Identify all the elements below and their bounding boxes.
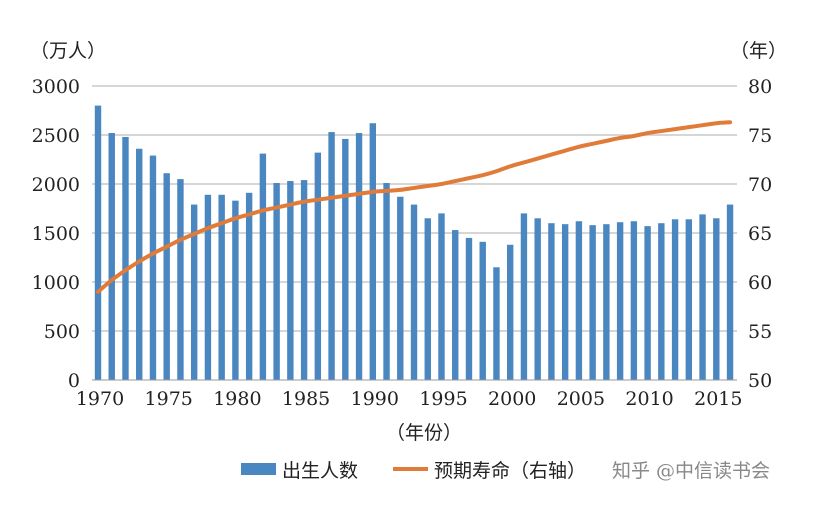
y-left-tick-label: 2000: [32, 174, 80, 196]
x-tick-label: 1980: [213, 388, 261, 410]
bar-1994: [424, 218, 431, 380]
x-tick-label: 2010: [625, 388, 673, 410]
bar-2013: [685, 219, 693, 380]
bar-1992: [397, 196, 404, 380]
bar-1995: [438, 213, 445, 380]
bar-1980: [232, 200, 239, 380]
bar-2010: [644, 226, 651, 380]
y-right-tick-label: 80: [748, 76, 772, 98]
y-left-tick-label: 2500: [32, 125, 80, 147]
bar-2011: [658, 223, 665, 380]
bar-1998: [479, 241, 486, 380]
bar-2007: [603, 224, 610, 380]
bar-2001: [520, 213, 528, 380]
x-tick-label: 2015: [694, 388, 742, 410]
x-axis-label: （年份）: [386, 422, 462, 444]
bar-1986: [314, 152, 322, 380]
bar-1991: [383, 183, 390, 380]
x-tick-label: 2000: [488, 388, 536, 410]
x-axis-ticks: 1970 1975 1980 1985 1990 1995 2000 2005 2010 2015: [76, 388, 743, 410]
bar-2008: [616, 222, 624, 380]
bar-1993: [410, 204, 418, 380]
bar-1997: [465, 237, 473, 380]
bar-2006: [589, 225, 596, 380]
bar-1970: [94, 105, 102, 380]
bar-1973: [136, 148, 143, 380]
y-right-tick-label: 75: [748, 125, 772, 147]
legend: 出生人数 预期寿命（右轴）: [241, 460, 586, 482]
x-tick-label: 1975: [145, 388, 193, 410]
bar-1999: [493, 267, 500, 380]
bar-1978: [204, 194, 212, 380]
x-tick-label: 1970: [76, 388, 124, 410]
bar-2002: [534, 218, 541, 380]
x-tick-label: 1985: [282, 388, 330, 410]
bar-2004: [561, 224, 569, 380]
legend-bar-swatch: [241, 463, 276, 475]
watermark: 知乎 @中信读书会: [612, 460, 770, 482]
bar-1996: [452, 230, 459, 380]
bar-1990: [369, 123, 376, 381]
bar-1983: [273, 183, 280, 380]
bar-2003: [548, 223, 555, 380]
bar-2014: [699, 214, 706, 380]
bars-birth: [94, 105, 734, 381]
bar-2000: [507, 244, 514, 380]
bar-1979: [218, 194, 225, 380]
bar-1972: [122, 136, 129, 380]
y-axis-right-ticks: 50 55 60 65 70 75 80: [748, 76, 772, 392]
y-right-tick-label: 70: [748, 174, 772, 196]
bar-1988: [342, 138, 349, 380]
bar-1975: [163, 173, 170, 380]
legend-bar-label: 出生人数: [282, 460, 358, 482]
y-left-tick-label: 500: [44, 321, 80, 343]
bar-2015: [713, 218, 720, 380]
legend-line-label: 预期寿命（右轴）: [434, 460, 586, 482]
bar-2009: [630, 221, 638, 380]
x-tick-label: 1995: [419, 388, 467, 410]
bar-1981: [245, 192, 253, 380]
bar-2005: [575, 221, 583, 380]
y-right-tick-label: 50: [748, 370, 772, 392]
x-tick-label: 2005: [557, 388, 605, 410]
bar-1982: [259, 153, 267, 380]
bar-1987: [328, 132, 335, 380]
y-right-tick-label: 65: [748, 223, 772, 245]
y-right-tick-label: 55: [748, 321, 772, 343]
y-left-tick-label: 1000: [32, 272, 80, 294]
x-tick-label: 1990: [351, 388, 399, 410]
y-right-tick-label: 60: [748, 272, 772, 294]
bar-2012: [671, 219, 679, 380]
y-axis-left-ticks: 0 500 1000 1500 2000 2500 3000: [32, 76, 80, 392]
line-life-expectancy: [96, 120, 733, 294]
y-axis-right-label: （年）: [730, 40, 787, 62]
bar-1971: [108, 133, 115, 380]
bar-1989: [355, 133, 363, 380]
y-left-tick-label: 3000: [32, 76, 80, 98]
bar-1985: [300, 180, 308, 380]
y-left-tick-label: 1500: [32, 223, 80, 245]
bar-1984: [287, 181, 294, 380]
bar-1974: [149, 155, 157, 380]
y-axis-left-label: （万人）: [30, 40, 106, 62]
y-left-tick-label: 0: [68, 370, 80, 392]
bar-2016: [726, 204, 734, 380]
bar-1976: [177, 179, 184, 380]
bar-1977: [190, 204, 198, 380]
